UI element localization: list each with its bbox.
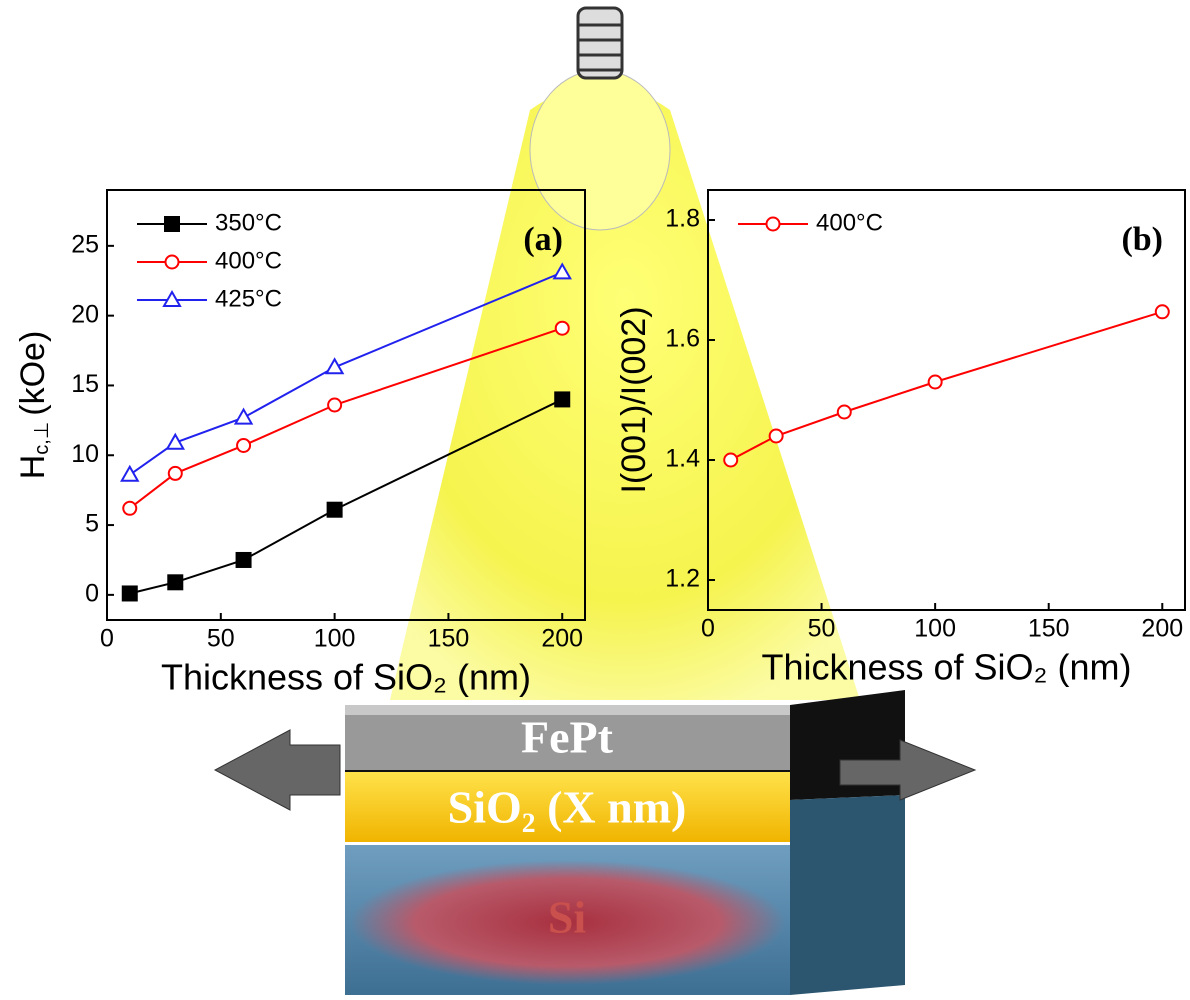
x-axis-label: Thickness of SiO₂ (nm) bbox=[761, 647, 1131, 688]
arrow-right bbox=[839, 739, 977, 801]
marker bbox=[235, 551, 252, 568]
y-tick-label: 15 bbox=[71, 370, 99, 398]
layer-label: SiO₂ (X nm) bbox=[448, 782, 687, 833]
si-side bbox=[790, 795, 905, 995]
marker bbox=[326, 501, 343, 518]
fept-top bbox=[345, 705, 790, 715]
light-cone bbox=[390, 85, 860, 700]
legend-marker bbox=[162, 289, 182, 307]
legend-marker bbox=[765, 216, 781, 232]
bulb-base bbox=[576, 6, 624, 80]
marker bbox=[554, 391, 571, 408]
marker bbox=[1154, 304, 1170, 320]
x-tick-label: 150 bbox=[1028, 615, 1070, 643]
y-axis-label: I(001)/I(002) bbox=[615, 306, 653, 493]
x-tick-label: 100 bbox=[314, 625, 356, 653]
panel-label: (b) bbox=[1121, 221, 1163, 258]
fept-layer bbox=[345, 705, 790, 770]
marker bbox=[236, 437, 252, 453]
x-tick-label: 150 bbox=[428, 625, 470, 653]
marker bbox=[324, 357, 345, 375]
y-tick-label: 20 bbox=[71, 300, 99, 328]
marker bbox=[768, 428, 784, 444]
y-tick-label: 25 bbox=[71, 230, 99, 258]
y-label-sub: c,⊥ bbox=[31, 422, 53, 455]
legend-label: 350°C bbox=[215, 209, 282, 236]
layer-label: Si bbox=[548, 892, 587, 943]
y-label-unit: (kOe) bbox=[14, 331, 52, 416]
marker bbox=[723, 452, 739, 468]
y-axis-label: Hc,⊥ (kOe) bbox=[14, 331, 53, 480]
device bbox=[213, 690, 977, 995]
marker bbox=[927, 374, 943, 390]
x-tick-label: 50 bbox=[808, 615, 836, 643]
arrow-left bbox=[213, 729, 341, 811]
marker bbox=[165, 432, 186, 450]
x-tick-label: 200 bbox=[1141, 615, 1183, 643]
marker bbox=[122, 500, 138, 516]
x-tick-label: 50 bbox=[207, 625, 235, 653]
legend-marker bbox=[164, 216, 180, 232]
x-tick-label: 0 bbox=[701, 615, 715, 643]
marker bbox=[552, 262, 572, 280]
layer-label: FePt bbox=[521, 712, 614, 763]
y-tick-label: 1.4 bbox=[665, 445, 700, 473]
chart: 0 50 100 150 200 0 5 10 15 20 25 Thickness of SiO₂ … bbox=[14, 189, 586, 698]
y-tick-label: 1.6 bbox=[665, 325, 700, 353]
y-tick-label: 1.8 bbox=[665, 205, 700, 233]
plot-area bbox=[106, 189, 586, 621]
plot-area bbox=[707, 189, 1186, 611]
marker bbox=[121, 585, 138, 602]
x-tick-label: 0 bbox=[100, 625, 114, 653]
bulb-thread bbox=[578, 23, 622, 72]
marker bbox=[233, 407, 254, 425]
chart: 0 50 100 150 200 1.2 1.4 1.6 1.8 Thickness of SiO… bbox=[615, 189, 1186, 688]
sio2-layer bbox=[345, 772, 790, 842]
si-glow bbox=[350, 860, 785, 985]
marker bbox=[327, 397, 343, 413]
y-tick-label: 1.2 bbox=[665, 565, 700, 593]
y-tick-label: 0 bbox=[85, 579, 99, 607]
legend-label: 400°C bbox=[816, 209, 883, 236]
marker bbox=[554, 320, 570, 336]
panel-label: (a) bbox=[523, 221, 563, 258]
x-axis-label: Thickness of SiO₂ (nm) bbox=[161, 657, 531, 698]
legend-marker bbox=[164, 254, 180, 270]
legend-label: 425°C bbox=[215, 285, 282, 312]
marker bbox=[120, 464, 140, 482]
marker bbox=[836, 404, 852, 420]
marker bbox=[167, 465, 183, 481]
y-tick-label: 5 bbox=[85, 510, 99, 538]
y-label-main: H bbox=[14, 455, 52, 480]
y-tick-label: 10 bbox=[71, 440, 99, 468]
x-tick-label: 200 bbox=[541, 625, 583, 653]
legend-label: 400°C bbox=[215, 247, 282, 274]
marker bbox=[167, 574, 184, 591]
x-tick-label: 100 bbox=[914, 615, 956, 643]
